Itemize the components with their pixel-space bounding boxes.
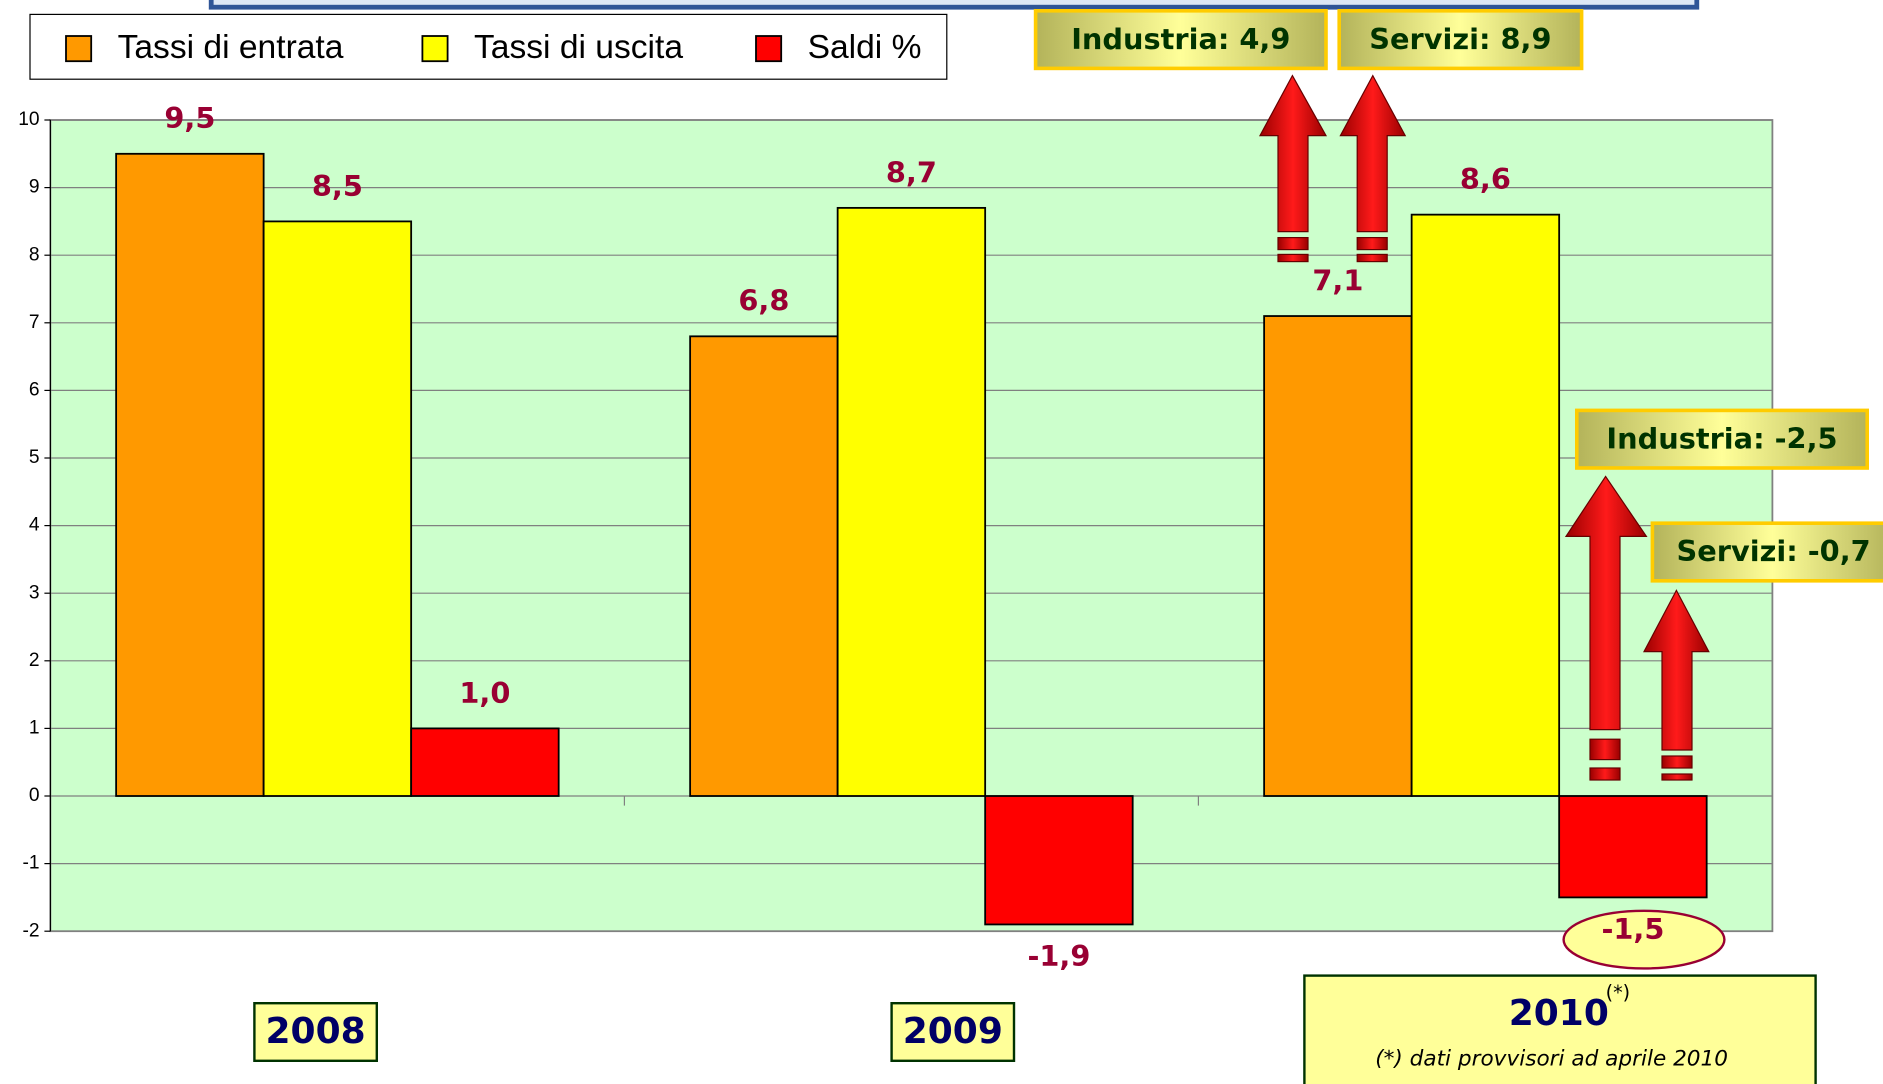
category-box — [890, 1002, 1016, 1063]
footnote: (*) dati provvisori ad aprile 2010 — [1375, 1047, 1728, 1072]
footnote-marker: (*) — [1606, 981, 1631, 1004]
data-label: 8,7 — [886, 155, 937, 189]
legend — [29, 13, 948, 80]
legend-swatch — [65, 35, 93, 63]
bar — [1410, 213, 1561, 797]
x-tick-label: 2009 — [903, 1011, 1003, 1052]
y-tick-label: 4 — [29, 515, 40, 536]
legend-items: Tassi di entrata Tassi di uscita Saldi % — [65, 29, 922, 66]
bar — [115, 152, 265, 797]
y-tick-label: 8 — [29, 244, 40, 265]
annotation: Servizi: -0,7 — [1677, 534, 1871, 568]
arrow-dash — [1277, 237, 1309, 251]
arrows — [1258, 74, 1710, 781]
data-label: -1,9 — [1027, 939, 1090, 973]
data-label: 8,6 — [1460, 162, 1511, 196]
arrow — [1564, 475, 1648, 731]
arrow — [1339, 74, 1407, 233]
annotation-box — [1574, 408, 1869, 470]
category-box — [1303, 974, 1817, 1084]
arrow-dash — [1356, 253, 1388, 263]
arrow-dash — [1589, 738, 1621, 761]
annotation-box — [1337, 9, 1584, 71]
data-label: 1,0 — [459, 676, 510, 710]
annotation-box — [1650, 521, 1883, 583]
legend-label: Tassi di entrata — [118, 29, 344, 66]
legend-label: Tassi di uscita — [474, 29, 683, 66]
arrow — [1258, 74, 1328, 233]
data-label: 6,8 — [738, 284, 789, 318]
bar — [984, 795, 1134, 926]
highlight-ellipse — [1562, 909, 1726, 970]
y-tick-label: 6 — [29, 379, 40, 400]
title-box — [208, 0, 1700, 10]
arrow-dash — [1277, 253, 1309, 263]
bar — [410, 727, 560, 797]
legend-swatch — [755, 35, 783, 63]
y-tick-label: 10 — [18, 109, 39, 130]
y-tick-label: 2 — [29, 650, 40, 671]
y-tick-label: -1 — [23, 853, 40, 874]
bar — [1263, 315, 1413, 797]
y-tick-label: -2 — [23, 920, 40, 941]
y-tick-label: 7 — [29, 312, 40, 333]
data-label: 9,5 — [164, 101, 215, 135]
bar — [262, 220, 413, 797]
y-tick-label: 1 — [29, 717, 40, 738]
bar — [836, 206, 987, 797]
legend-label: Saldi % — [808, 29, 922, 66]
arrow-dash — [1661, 755, 1693, 769]
y-tick-label: 9 — [29, 177, 40, 198]
data-label: 8,5 — [312, 169, 363, 203]
x-tick-label: 2008 — [266, 1011, 366, 1052]
annotation: Servizi: 8,9 — [1369, 22, 1551, 56]
arrow — [1642, 589, 1710, 751]
arrow-dash — [1356, 237, 1388, 251]
y-tick-label: 5 — [29, 447, 40, 468]
annotation-box — [1033, 9, 1328, 71]
annotation: Industria: -2,5 — [1606, 421, 1837, 455]
data-label: 7,1 — [1312, 263, 1363, 297]
y-tick-label: 3 — [29, 582, 40, 603]
annotation: Industria: 4,9 — [1071, 22, 1290, 56]
data-label: -1,5 — [1601, 912, 1664, 946]
y-tick-label: 0 — [29, 785, 40, 806]
legend-swatch — [421, 35, 449, 63]
x-tick-label: 2010 — [1509, 993, 1609, 1034]
arrow-dash — [1589, 767, 1621, 781]
arrow-dash — [1661, 773, 1693, 781]
bars: 9,5 6,8 7,1 8,5 8,7 8,6 1,0 -1,9 — [115, 101, 1708, 973]
category-box — [253, 1002, 378, 1063]
bar — [1558, 795, 1708, 899]
bar — [689, 335, 839, 797]
